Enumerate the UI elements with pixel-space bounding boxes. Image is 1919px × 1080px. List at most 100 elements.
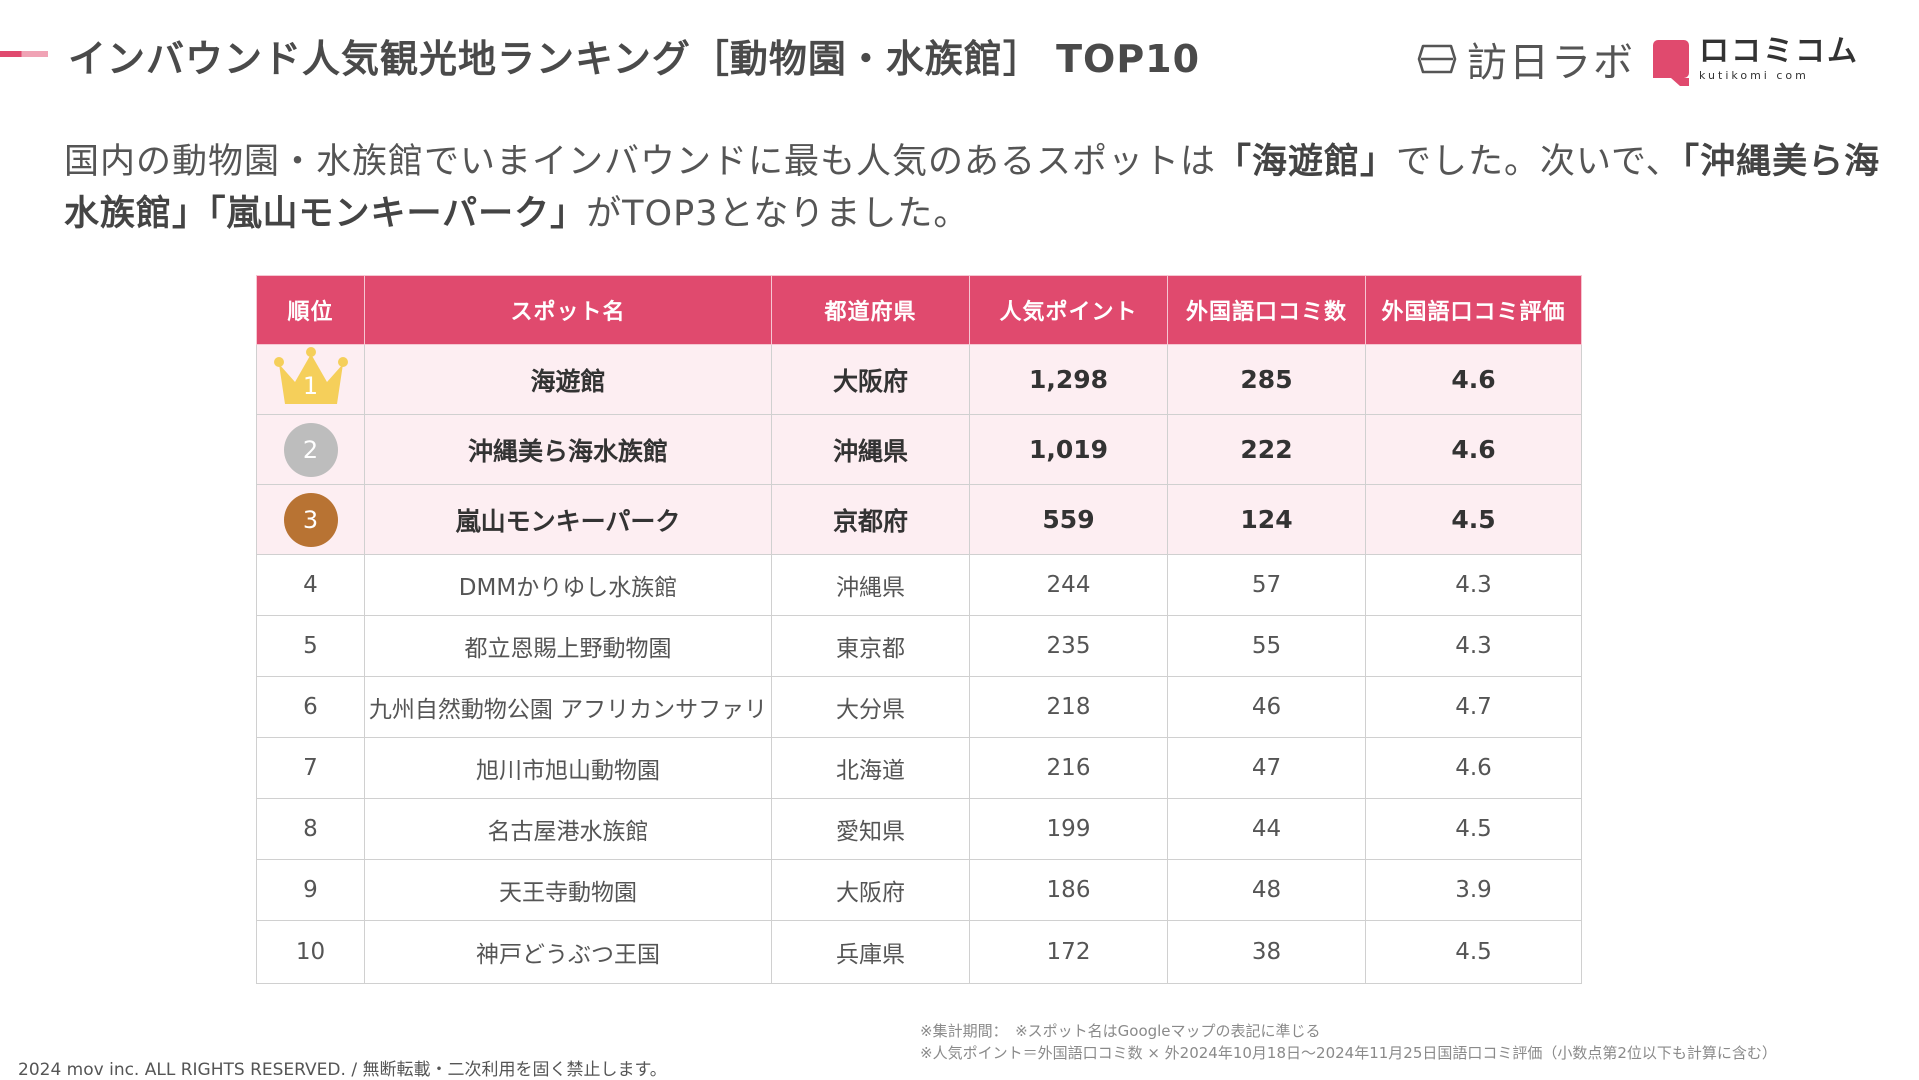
table-row: 10 神戸どうぶつ王国 兵庫県 172 38 4.5 bbox=[256, 920, 1582, 984]
review-count-cell: 285 bbox=[1167, 344, 1366, 415]
prefecture-cell: 沖縄県 bbox=[771, 414, 970, 485]
points-cell: 559 bbox=[969, 484, 1168, 555]
table-row: 8 名古屋港水族館 愛知県 199 44 4.5 bbox=[256, 798, 1582, 860]
rank-cell: 9 bbox=[256, 859, 365, 921]
footnote-line-2: ※人気ポイント＝外国語口コミ数 × 外2024年10月18日〜2024年11月2… bbox=[920, 1044, 1777, 1062]
column-header-review-count: 外国語口コミ数 bbox=[1167, 275, 1366, 345]
rank-cell: 7 bbox=[256, 737, 365, 799]
spot-name-cell: 海遊館 bbox=[364, 344, 772, 415]
review-rating-cell: 4.5 bbox=[1365, 484, 1582, 555]
table-row: 2 沖縄美ら海水族館 沖縄県 1,019 222 4.6 bbox=[256, 414, 1582, 485]
kuchikomi-com-logo: ロコミコム kutikomi com bbox=[1653, 34, 1859, 86]
points-cell: 1,019 bbox=[969, 414, 1168, 485]
review-rating-cell: 4.6 bbox=[1365, 344, 1582, 415]
spot-name-cell: 沖縄美ら海水族館 bbox=[364, 414, 772, 485]
bronze-medal-icon: 3 bbox=[283, 492, 338, 547]
prefecture-cell: 北海道 bbox=[771, 737, 970, 799]
silver-medal-icon: 2 bbox=[283, 422, 338, 477]
rank-number: 1 bbox=[302, 371, 319, 400]
copyright: 2024 mov inc. ALL RIGHTS RESERVED. / 無断転… bbox=[18, 1060, 667, 1080]
points-cell: 216 bbox=[969, 737, 1168, 799]
prefecture-cell: 大阪府 bbox=[771, 859, 970, 921]
kuchikomi-com-logo-subtext: kutikomi com bbox=[1699, 69, 1809, 82]
review-rating-cell: 4.6 bbox=[1365, 414, 1582, 485]
spot-name-cell: 神戸どうぶつ王国 bbox=[364, 920, 772, 984]
rank-cell: 1 bbox=[256, 344, 365, 415]
prefecture-cell: 大阪府 bbox=[771, 344, 970, 415]
footnote-line-1: ※集計期間： ※スポット名はGoogleマップの表記に準じる bbox=[920, 1022, 1321, 1040]
spot-name-cell: 嵐山モンキーパーク bbox=[364, 484, 772, 555]
rank-cell: 5 bbox=[256, 615, 365, 677]
spot-name-cell: 名古屋港水族館 bbox=[364, 798, 772, 860]
crown-icon: 1 bbox=[271, 346, 351, 408]
column-header-prefecture: 都道府県 bbox=[771, 275, 970, 345]
review-count-cell: 46 bbox=[1167, 676, 1366, 738]
rank-cell: 4 bbox=[256, 554, 365, 616]
kuchikomi-com-logo-text: ロコミコム bbox=[1699, 34, 1859, 69]
spot-name-cell: 九州自然動物公園 アフリカンサファリ bbox=[364, 676, 772, 738]
table-header-row: 順位 スポット名 都道府県 人気ポイント 外国語口コミ数 外国語口コミ評価 bbox=[256, 275, 1582, 345]
review-count-cell: 55 bbox=[1167, 615, 1366, 677]
rank-cell: 6 bbox=[256, 676, 365, 738]
prefecture-cell: 東京都 bbox=[771, 615, 970, 677]
review-rating-cell: 4.3 bbox=[1365, 554, 1582, 616]
points-cell: 186 bbox=[969, 859, 1168, 921]
review-rating-cell: 4.7 bbox=[1365, 676, 1582, 738]
column-header-spot: スポット名 bbox=[364, 275, 772, 345]
review-count-cell: 48 bbox=[1167, 859, 1366, 921]
points-cell: 244 bbox=[969, 554, 1168, 616]
lead-spot1: 「海遊館」 bbox=[1216, 142, 1397, 182]
table-row: 4 DMMかりゆし水族館 沖縄県 244 57 4.3 bbox=[256, 554, 1582, 616]
column-header-review-rating: 外国語口コミ評価 bbox=[1365, 275, 1582, 345]
lead-spot3: 「嵐山モンキーパーク」 bbox=[208, 194, 587, 234]
logo-group: 訪日ラボ ロコミコム kutikomi com bbox=[1417, 30, 1859, 88]
points-cell: 235 bbox=[969, 615, 1168, 677]
speech-bubble-icon bbox=[1653, 40, 1689, 86]
review-rating-cell: 4.5 bbox=[1365, 920, 1582, 984]
table-row: 7 旭川市旭山動物園 北海道 216 47 4.6 bbox=[256, 737, 1582, 799]
rank-cell: 3 bbox=[256, 484, 365, 555]
lead-part3: がTOP3となりました。 bbox=[586, 194, 970, 234]
points-cell: 199 bbox=[969, 798, 1168, 860]
lead-part1: 国内の動物園・水族館でいまインバウンドに最も人気のあるスポットは bbox=[64, 142, 1217, 182]
table-row: 3 嵐山モンキーパーク 京都府 559 124 4.5 bbox=[256, 484, 1582, 555]
review-rating-cell: 4.6 bbox=[1365, 737, 1582, 799]
spot-name-cell: 都立恩賜上野動物園 bbox=[364, 615, 772, 677]
rank-cell: 10 bbox=[256, 920, 365, 984]
houjin-lab-logo-text: 訪日ラボ bbox=[1467, 40, 1635, 86]
lead-spot2: 「沖縄美ら海水族館」 bbox=[64, 142, 1881, 234]
houjin-lab-logo: 訪日ラボ bbox=[1417, 30, 1635, 88]
points-cell: 218 bbox=[969, 676, 1168, 738]
review-count-cell: 57 bbox=[1167, 554, 1366, 616]
rank-cell: 2 bbox=[256, 414, 365, 485]
prefecture-cell: 兵庫県 bbox=[771, 920, 970, 984]
column-header-rank: 順位 bbox=[256, 275, 365, 345]
page-title: インバウンド人気観光地ランキング［動物園・水族館］ TOP10 bbox=[68, 37, 1201, 81]
table-body: 1 海遊館 大阪府 1,298 285 4.6 2 沖縄美ら海水族館 沖縄県 1,019 222 4.… bbox=[256, 344, 1582, 984]
table-row: 5 都立恩賜上野動物園 東京都 235 55 4.3 bbox=[256, 615, 1582, 677]
prefecture-cell: 愛知県 bbox=[771, 798, 970, 860]
review-count-cell: 222 bbox=[1167, 414, 1366, 485]
prefecture-cell: 京都府 bbox=[771, 484, 970, 555]
review-rating-cell: 3.9 bbox=[1365, 859, 1582, 921]
accent-bar bbox=[0, 51, 48, 57]
table-row: 6 九州自然動物公園 アフリカンサファリ 大分県 218 46 4.7 bbox=[256, 676, 1582, 738]
table-row: 9 天王寺動物園 大阪府 186 48 3.9 bbox=[256, 859, 1582, 921]
lead-text: 国内の動物園・水族館でいまインバウンドに最も人気のあるスポットは「海遊館」でした… bbox=[64, 136, 1894, 240]
lead-part2: でした。次いで、 bbox=[1396, 142, 1682, 182]
review-count-cell: 47 bbox=[1167, 737, 1366, 799]
review-count-cell: 38 bbox=[1167, 920, 1366, 984]
table-row: 1 海遊館 大阪府 1,298 285 4.6 bbox=[256, 344, 1582, 415]
review-count-cell: 44 bbox=[1167, 798, 1366, 860]
review-rating-cell: 4.5 bbox=[1365, 798, 1582, 860]
column-header-points: 人気ポイント bbox=[969, 275, 1168, 345]
review-count-cell: 124 bbox=[1167, 484, 1366, 555]
footnotes: ※集計期間： ※スポット名はGoogleマップの表記に準じる ※人気ポイント＝外… bbox=[920, 1020, 1777, 1064]
ranking-table: 順位 スポット名 都道府県 人気ポイント 外国語口コミ数 外国語口コミ評価 1 海… bbox=[256, 275, 1582, 984]
review-rating-cell: 4.3 bbox=[1365, 615, 1582, 677]
prefecture-cell: 大分県 bbox=[771, 676, 970, 738]
points-cell: 1,298 bbox=[969, 344, 1168, 415]
prefecture-cell: 沖縄県 bbox=[771, 554, 970, 616]
rank-cell: 8 bbox=[256, 798, 365, 860]
spot-name-cell: 天王寺動物園 bbox=[364, 859, 772, 921]
